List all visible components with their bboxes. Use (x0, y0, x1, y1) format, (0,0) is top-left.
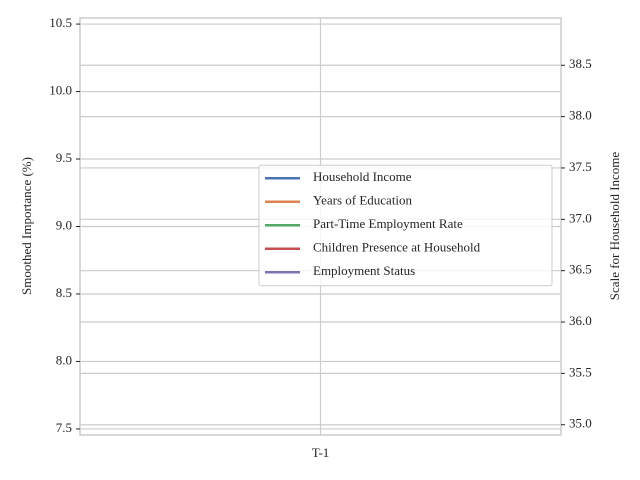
legend-label: Part-Time Employment Rate (313, 216, 463, 231)
y2-tick-label: 38.0 (569, 108, 592, 123)
y-tick-label: 10.0 (49, 83, 72, 98)
y-tick-label: 9.5 (56, 150, 72, 165)
legend-label: Years of Education (313, 193, 413, 208)
y2-tick-label: 37.0 (569, 210, 592, 225)
y2-tick-label: 35.0 (569, 416, 592, 431)
legend-label: Employment Status (313, 263, 415, 278)
y-tick-label: 8.5 (56, 285, 72, 300)
y-axis-label: Smoothed Importance (%) (19, 157, 34, 295)
y-tick-label: 10.5 (49, 15, 72, 30)
y-tick-label: 8.0 (56, 352, 72, 367)
x-tick-label: T-1 (312, 445, 330, 460)
y2-axis-label: Scale for Household Income (607, 152, 622, 301)
y2-tick-label: 38.5 (569, 56, 592, 71)
y2-tick-label: 36.0 (569, 313, 592, 328)
legend-box (258, 164, 553, 287)
y2-tick-label: 37.5 (569, 159, 592, 174)
legend-label: Children Presence at Household (313, 240, 481, 255)
y2-tick-label: 35.5 (569, 364, 592, 379)
y2-tick-label: 36.5 (569, 262, 592, 277)
y-tick-label: 7.5 (56, 420, 72, 435)
legend-label: Household Income (313, 169, 412, 184)
y-tick-label: 9.0 (56, 217, 72, 232)
